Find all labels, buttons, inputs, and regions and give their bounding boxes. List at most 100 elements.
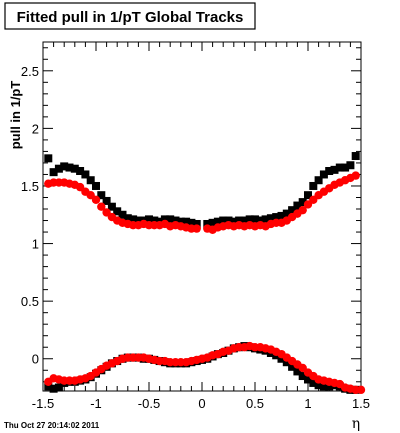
data-point-square <box>251 215 259 224</box>
y-tick-label: 0.5 <box>21 294 39 309</box>
data-point-square <box>282 209 291 218</box>
data-point-square <box>335 163 344 172</box>
x-tick-label: 1 <box>304 396 311 411</box>
x-tick-label: 1.5 <box>352 396 370 411</box>
data-point-square <box>224 216 233 225</box>
data-point-square <box>44 382 53 391</box>
data-point-square <box>145 215 153 224</box>
data-point-square <box>86 176 95 185</box>
y-tick-label: 2.5 <box>21 64 39 79</box>
y-tick-label: 2 <box>32 121 39 136</box>
data-point-square <box>81 170 90 179</box>
data-point-square <box>319 170 328 179</box>
timestamp: Thu Oct 27 20:14:02 2011 <box>4 421 100 430</box>
data-point-circle <box>298 205 307 215</box>
data-point-square <box>187 218 196 227</box>
data-point-square <box>341 163 350 172</box>
data-point-square <box>304 375 312 384</box>
data-point-square <box>314 176 323 185</box>
plot-frame <box>42 41 362 392</box>
data-point-square <box>314 381 323 390</box>
data-point-square <box>54 164 63 173</box>
data-point-square <box>282 358 291 367</box>
data-point-square <box>319 382 328 391</box>
data-point-circle <box>351 171 360 180</box>
series-1 <box>44 171 360 234</box>
data-point-square <box>166 215 175 224</box>
x-tick-label: 0 <box>198 396 205 411</box>
y-tick-label: 1.5 <box>21 179 39 194</box>
data-point-square <box>171 216 180 225</box>
data-point-circle <box>192 224 201 233</box>
x-axis-label: η <box>352 416 360 432</box>
data-point-square <box>49 384 58 393</box>
data-point-square <box>208 218 217 227</box>
data-point-square <box>325 167 334 176</box>
data-point-square <box>293 201 302 210</box>
data-point-square <box>102 196 111 205</box>
data-point-square <box>49 168 58 177</box>
data-point-square <box>245 215 254 224</box>
data-point-square <box>261 215 270 224</box>
data-point-square <box>298 372 307 381</box>
data-point-square <box>309 378 318 387</box>
data-point-square <box>123 214 132 223</box>
data-point-square <box>134 216 143 225</box>
data-point-square <box>277 354 286 363</box>
data-point-square <box>76 167 85 176</box>
data-point-square <box>118 210 127 219</box>
data-point-square <box>288 362 297 371</box>
data-point-square <box>70 164 79 173</box>
data-point-square <box>203 219 212 228</box>
data-point-square <box>229 217 238 226</box>
data-point-square <box>351 152 360 161</box>
data-point-square <box>113 207 122 216</box>
x-tick-label: -1 <box>90 396 102 411</box>
data-point-square <box>129 215 138 224</box>
data-point-square <box>330 165 339 174</box>
axis-tick-labels: -1.5 -1 -0.5 0 0.5 1 1.5 0 0.5 1 1.5 2 2.5 <box>21 64 370 411</box>
data-point-square <box>192 219 201 228</box>
data-point-square <box>160 215 169 224</box>
title-box <box>4 2 256 30</box>
data-point-square <box>213 217 222 226</box>
data-point-square <box>256 216 265 225</box>
data-point-square <box>309 181 318 190</box>
y-axis-label: pull in 1/pT <box>8 81 23 150</box>
data-point-square <box>304 191 312 200</box>
data-point-square <box>65 163 74 172</box>
data-point-square <box>240 216 249 225</box>
data-point-square <box>325 382 334 391</box>
data-point-square <box>266 214 275 223</box>
y-tick-label: 0 <box>32 352 39 367</box>
data-point-square <box>176 217 185 226</box>
data-points <box>44 152 366 395</box>
data-point-circle <box>97 202 106 211</box>
x-tick-label: 0.5 <box>246 396 264 411</box>
data-point-square <box>107 202 116 211</box>
data-point-square <box>60 162 69 171</box>
data-point-square <box>277 211 286 220</box>
x-tick-label: -1.5 <box>32 396 54 411</box>
data-point-square <box>235 216 244 225</box>
axis-ticks <box>42 42 362 391</box>
data-point-square <box>272 213 281 222</box>
y-tick-label: 1 <box>32 237 39 252</box>
data-point-square <box>97 191 106 200</box>
data-point-square <box>92 181 100 190</box>
data-point-circle <box>356 385 366 395</box>
data-point-square <box>54 383 63 392</box>
data-point-square <box>293 367 302 376</box>
data-point-square <box>219 216 228 225</box>
data-point-square <box>288 206 297 215</box>
data-point-square <box>346 161 355 170</box>
data-point-square <box>182 217 191 226</box>
data-point-circle <box>91 195 101 204</box>
data-point-square <box>44 154 53 163</box>
series-0 <box>44 152 360 228</box>
chart-title: Fitted pull in 1/pT Global Tracks <box>17 9 244 26</box>
data-point-square <box>150 216 159 225</box>
x-tick-label: -0.5 <box>138 396 160 411</box>
series-3 <box>44 341 366 395</box>
